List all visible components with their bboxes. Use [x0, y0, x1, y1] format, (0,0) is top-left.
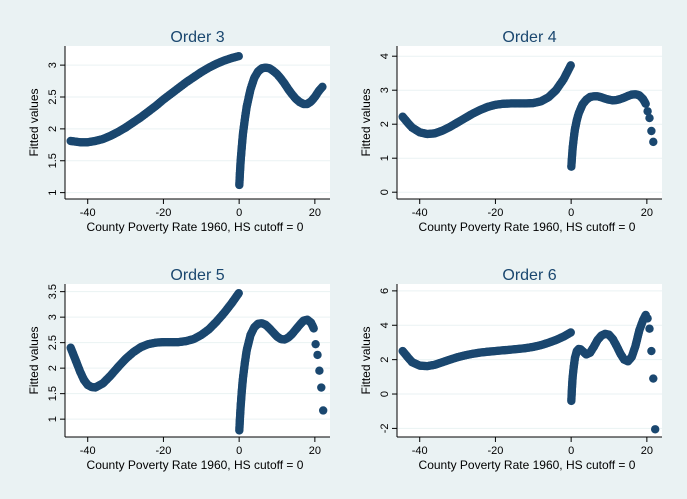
data-series	[398, 328, 575, 371]
data-point	[641, 99, 650, 109]
y-axis-label: Fitted values	[27, 88, 41, 156]
x-axis-label: County Poverty Rate 1960, HS cutoff = 0	[419, 458, 636, 472]
panel-order-4: Order 4 Fitted values County Poverty Rat…	[359, 29, 662, 234]
y-tick-label: 1.5	[47, 153, 59, 168]
data-series	[643, 314, 660, 434]
panel-order-6: Order 6 Fitted values County Poverty Rat…	[359, 267, 662, 472]
data-point	[317, 383, 326, 392]
y-tick-label: 2.5	[47, 89, 59, 104]
x-tick-label: 20	[309, 445, 321, 457]
x-tick-label: -40	[80, 207, 96, 219]
data-point	[315, 366, 324, 375]
data-point	[313, 350, 322, 360]
x-tick-label: -40	[412, 207, 428, 219]
data-series	[235, 315, 318, 435]
y-tick-label: 2	[47, 126, 59, 132]
panel-title: Order 6	[502, 267, 556, 284]
x-tick-label: -20	[155, 445, 171, 457]
x-tick-label: 0	[236, 207, 242, 219]
plot-area	[65, 46, 330, 199]
panel-title: Order 3	[170, 29, 224, 46]
x-axis-label: County Poverty Rate 1960, HS cutoff = 0	[87, 458, 304, 472]
x-tick-label: 0	[568, 207, 574, 219]
x-tick-label: -20	[155, 207, 171, 219]
data-point	[566, 61, 575, 70]
data-series	[235, 63, 327, 190]
data-series	[398, 61, 575, 139]
x-tick-label: -40	[80, 445, 96, 457]
data-point	[311, 339, 320, 349]
y-tick-label: 3.5	[47, 284, 59, 299]
y-tick-label: 2	[47, 365, 59, 371]
y-tick-label: 1	[47, 190, 59, 196]
x-tick-label: -20	[487, 207, 503, 219]
data-point	[647, 346, 656, 356]
y-tick-label: 0	[379, 391, 391, 397]
data-point	[645, 113, 654, 123]
y-tick-label: 2	[379, 357, 391, 363]
x-axis-label: County Poverty Rate 1960, HS cutoff = 0	[87, 220, 304, 234]
y-tick-label: 3	[47, 62, 59, 68]
data-series	[567, 310, 650, 406]
data-series	[567, 90, 650, 171]
y-tick-label: 1.5	[47, 386, 59, 401]
data-point	[234, 288, 243, 298]
data-point	[645, 324, 654, 333]
x-tick-label: -20	[487, 445, 503, 457]
data-series	[311, 339, 328, 415]
y-axis-label: Fitted values	[359, 326, 373, 394]
y-tick-label: 3	[47, 314, 59, 320]
y-tick-label: 2.5	[47, 335, 59, 350]
y-tick-label: 1	[379, 155, 391, 161]
x-tick-label: 0	[236, 445, 242, 457]
x-tick-label: -40	[412, 445, 428, 457]
plot-area	[65, 284, 330, 437]
x-tick-label: 20	[641, 445, 653, 457]
panel-order-3: Order 3 Fitted values County Poverty Rat…	[27, 29, 330, 234]
y-tick-label: 6	[379, 288, 391, 294]
data-series	[66, 288, 243, 392]
panel-title: Order 4	[502, 29, 556, 46]
data-point	[647, 126, 656, 136]
x-tick-label: 0	[568, 445, 574, 457]
y-tick-label: -2	[379, 424, 391, 434]
data-point	[649, 137, 658, 147]
data-point	[309, 324, 318, 333]
data-series	[643, 107, 658, 147]
data-point	[643, 314, 652, 323]
data-point	[643, 107, 652, 116]
y-tick-label: 1	[47, 416, 59, 422]
data-point	[566, 328, 575, 337]
data-point	[650, 425, 660, 434]
data-point	[318, 406, 328, 415]
y-tick-label: 0	[379, 189, 391, 195]
y-axis-label: Fitted values	[27, 326, 41, 394]
data-point	[318, 82, 327, 92]
y-axis-label: Fitted values	[359, 88, 373, 156]
panel-order-5: Order 5 Fitted values County Poverty Rat…	[27, 267, 330, 472]
x-tick-label: 20	[641, 207, 653, 219]
x-axis-label: County Poverty Rate 1960, HS cutoff = 0	[419, 220, 636, 234]
panel-title: Order 5	[170, 267, 224, 284]
data-point	[649, 374, 658, 383]
y-tick-label: 2	[379, 121, 391, 127]
x-tick-label: 20	[309, 207, 321, 219]
data-point	[234, 52, 243, 61]
y-tick-label: 3	[379, 87, 391, 93]
data-series	[66, 52, 243, 147]
y-tick-label: 4	[379, 53, 391, 59]
plot-area	[397, 46, 662, 199]
y-tick-label: 4	[379, 322, 391, 328]
